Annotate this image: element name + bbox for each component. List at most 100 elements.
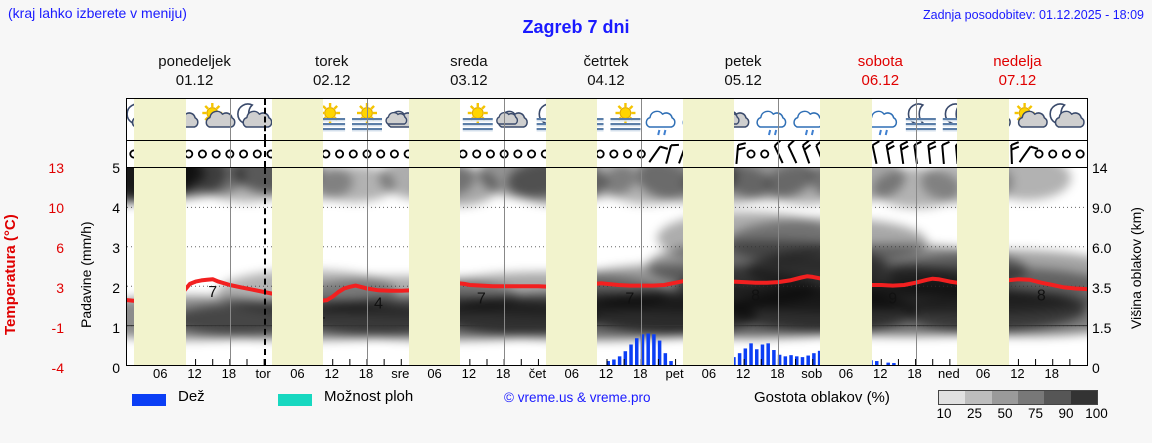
moon-fog-icon bbox=[905, 103, 936, 132]
wind-barb bbox=[801, 141, 812, 164]
cloud-height-tick-4: 1.5 bbox=[1092, 320, 1112, 336]
daylight-band-1 bbox=[271, 99, 323, 140]
wind-barb-calm bbox=[184, 149, 194, 159]
daylight-band-2 bbox=[408, 99, 461, 140]
last-updated: Zadnja posodobitev: 01.12.2025 - 18:09 bbox=[922, 8, 1144, 22]
temperature-tick-3: 3 bbox=[56, 280, 64, 296]
time-label-12-9: 12 bbox=[461, 366, 477, 381]
day-name: ponedeljek bbox=[158, 53, 231, 70]
day-date: 07.12 bbox=[998, 72, 1037, 89]
wind-barb bbox=[773, 141, 784, 164]
svg-text:7: 7 bbox=[625, 291, 634, 308]
day-header-četrtek: četrtek 04.12 bbox=[537, 52, 674, 90]
moon-cloud-icon bbox=[1049, 103, 1085, 128]
daylight-band-4 bbox=[683, 141, 735, 167]
cloud-density-value-50: 50 bbox=[997, 406, 1013, 421]
sun-fog-icon bbox=[462, 103, 493, 132]
wind-barb-calm bbox=[527, 149, 537, 159]
wind-barb-calm bbox=[211, 149, 221, 159]
daylight-band-1 bbox=[271, 141, 323, 167]
wind-barb bbox=[1010, 141, 1020, 165]
time-label-sob-19: sob bbox=[801, 366, 823, 381]
wind-barb-calm bbox=[595, 149, 605, 159]
time-label-18-2: 18 bbox=[221, 366, 237, 381]
cloud-rain-icon bbox=[793, 110, 824, 136]
daylight-band-6 bbox=[957, 99, 1009, 140]
cloud-density-value-100: 100 bbox=[1085, 406, 1108, 421]
time-label-06-8: 06 bbox=[427, 366, 442, 381]
wind-barb-calm bbox=[321, 149, 331, 159]
wind-barb bbox=[927, 141, 937, 165]
wind-barb bbox=[648, 145, 669, 163]
daylight-band-6 bbox=[957, 141, 1009, 167]
location-hint[interactable]: (kraj lahko izberete v meniju) bbox=[8, 5, 187, 21]
sun-fog-icon bbox=[315, 103, 346, 132]
precipitation-tick-3: 2 bbox=[112, 280, 120, 296]
cloud-density-step-75 bbox=[1017, 391, 1045, 404]
wind-barb-calm bbox=[485, 149, 495, 159]
cloud-height-tick-2: 6.0 bbox=[1092, 240, 1112, 256]
day-name: četrtek bbox=[583, 53, 629, 70]
wind-barb-calm bbox=[1048, 149, 1058, 159]
wind-barb bbox=[665, 143, 679, 164]
day-header-nedelja: nedelja 07.12 bbox=[949, 52, 1086, 90]
daylight-band-4 bbox=[683, 99, 735, 140]
svg-text:8: 8 bbox=[1037, 288, 1046, 305]
sun-cloud-icon bbox=[1014, 103, 1048, 128]
day-header-petek: petek 05.12 bbox=[675, 52, 812, 90]
temperature-tick-1: 10 bbox=[48, 200, 64, 216]
current-time-marker bbox=[264, 99, 267, 140]
cloud-density-gradient-bar bbox=[938, 390, 1098, 405]
day-separator-5 bbox=[778, 141, 780, 167]
day-date: 04.12 bbox=[587, 72, 625, 89]
daylight-band-0 bbox=[134, 141, 186, 167]
current-time-marker bbox=[264, 168, 267, 365]
wind-barb bbox=[1018, 145, 1039, 163]
svg-text:9: 9 bbox=[888, 291, 897, 308]
page-title: Zagreb 7 dni bbox=[522, 17, 630, 37]
wind-barb bbox=[885, 141, 895, 165]
wind-barb-calm bbox=[252, 149, 262, 159]
sun-fog-icon bbox=[610, 103, 641, 132]
time-label-12-25: 12 bbox=[1010, 366, 1025, 381]
cloud-rain-icon bbox=[645, 110, 676, 136]
precipitation-axis-title: Padavine (mm/h) bbox=[78, 221, 94, 329]
wind-barb-calm bbox=[458, 149, 468, 159]
time-axis: 06 12 18 tor 06 12 18 sre 06 12 18 čet 06 12 18 pet 06 12… bbox=[126, 366, 1088, 384]
precipitation-tick-4: 1 bbox=[112, 320, 120, 336]
svg-text:7: 7 bbox=[208, 284, 217, 301]
cloud-density-scale-numbers: 10 25 50 75 90 100 bbox=[932, 406, 1112, 422]
copyright-link[interactable]: © vreme.us & vreme.pro bbox=[504, 390, 651, 405]
time-label-sre-7: sre bbox=[391, 366, 410, 381]
chart-canvas: 17145757687968 bbox=[127, 168, 1087, 365]
wind-barb bbox=[735, 142, 746, 165]
rain-legend-swatch bbox=[132, 394, 166, 406]
svg-text:7: 7 bbox=[477, 291, 486, 308]
time-label-12-21: 12 bbox=[873, 366, 888, 381]
day-header-strip: ponedeljek 01.12 torek 02.12 sreda 03.12 četrt… bbox=[126, 52, 1088, 94]
daylight-band-0 bbox=[134, 99, 186, 140]
daylight-band-3 bbox=[545, 168, 598, 365]
day-separator-1 bbox=[229, 168, 231, 365]
cloud-height-axis-ticks: 14 9.0 6.0 3.5 1.5 0 bbox=[1092, 160, 1132, 376]
cloud-height-tick-1: 9.0 bbox=[1092, 200, 1112, 216]
cloud-rain-icon bbox=[756, 110, 787, 136]
current-time-marker bbox=[264, 141, 267, 167]
cloud-density-value-25: 25 bbox=[966, 406, 983, 421]
day-date: 03.12 bbox=[450, 72, 488, 89]
cloud-rain-icon bbox=[867, 110, 898, 136]
temperature-axis-ticks: 13 10 6 3 -1 -4 bbox=[28, 160, 64, 376]
time-label-12-1: 12 bbox=[187, 366, 202, 381]
time-label-06-4: 06 bbox=[290, 366, 305, 381]
daylight-band-3 bbox=[545, 99, 598, 140]
time-label-06-24: 06 bbox=[975, 366, 991, 381]
legend: Dež Možnost ploh © vreme.us & vreme.pro … bbox=[126, 388, 1136, 434]
moon-cloud-icon bbox=[237, 103, 273, 128]
precipitation-tick-0: 5 bbox=[112, 160, 120, 176]
precipitation-tick-2: 3 bbox=[112, 240, 120, 256]
day-date: 05.12 bbox=[724, 72, 762, 89]
time-label-12-17: 12 bbox=[735, 366, 751, 381]
time-label-12-13: 12 bbox=[598, 366, 614, 381]
day-name: torek bbox=[315, 53, 349, 70]
showers-legend-swatch bbox=[278, 394, 312, 406]
